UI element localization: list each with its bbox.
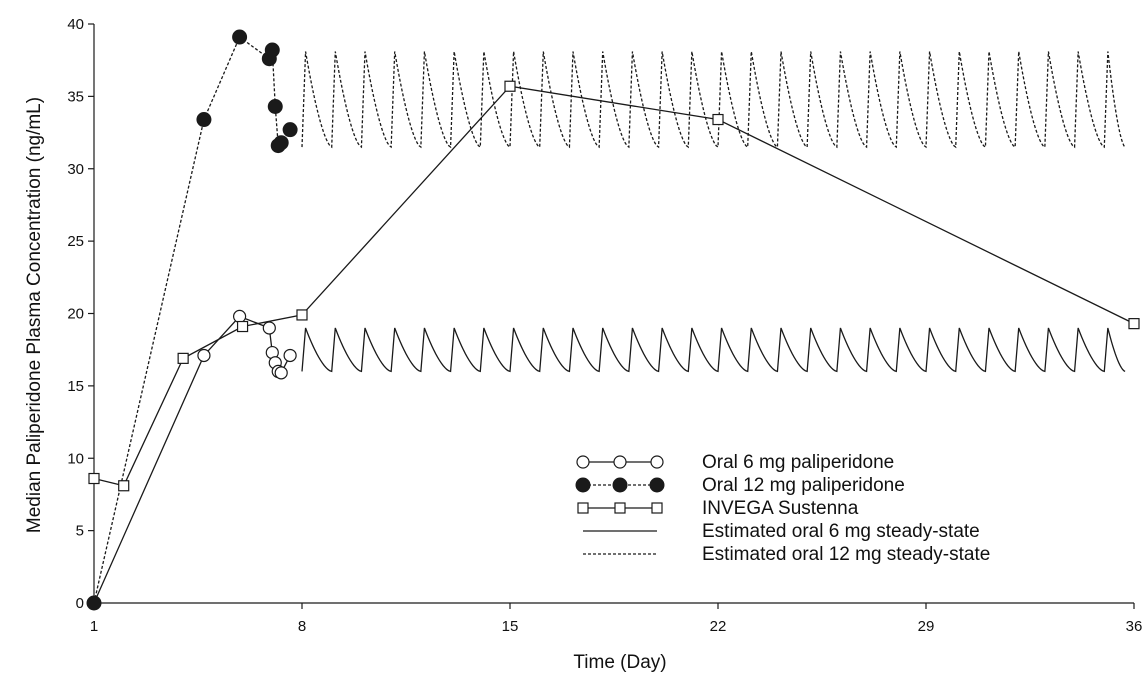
y-tick-label: 40 (67, 16, 84, 33)
y-tick-label: 20 (67, 306, 84, 323)
data-point (504, 80, 516, 92)
legend-marker (614, 502, 626, 514)
x-tick-label: 29 (918, 618, 935, 635)
series-2 (88, 80, 1140, 492)
y-tick-label: 0 (76, 595, 84, 612)
data-point (282, 122, 298, 138)
series-line (301, 327, 1126, 373)
data-point (273, 135, 289, 151)
axes: 0 5 10 15 20 25 30 35 40 1 8 15 22 29 36 (67, 16, 1142, 635)
data-point (233, 309, 247, 323)
x-tick-label: 36 (1126, 618, 1143, 635)
data-point (712, 113, 724, 126)
legend-item: Oral 6 mg paliperidone (576, 452, 894, 473)
legend-marker (650, 455, 664, 469)
data-point (1128, 318, 1140, 330)
data-point (118, 480, 130, 492)
legend-label: Oral 6 mg paliperidone (702, 452, 894, 473)
y-tick-label: 10 (67, 450, 84, 467)
series-4 (301, 51, 1126, 149)
plot-area (86, 29, 1140, 611)
data-point (262, 321, 276, 335)
legend-marker (575, 477, 591, 493)
data-point (232, 29, 248, 45)
data-point (283, 348, 297, 363)
legend-marker (612, 477, 628, 493)
x-tick-label: 1 (90, 618, 98, 635)
series-line (93, 85, 1135, 487)
y-axis-title: Median Paliperidone Plasma Concentration… (24, 97, 45, 533)
data-point (274, 366, 288, 380)
legend-marker (649, 477, 665, 493)
data-point (264, 42, 280, 58)
x-axis-title: Time (Day) (573, 652, 666, 673)
series-line (93, 36, 291, 604)
legend-label: Oral 12 mg paliperidone (702, 475, 905, 496)
legend-marker (651, 502, 663, 514)
x-tick-label: 15 (502, 618, 519, 635)
legend-marker (576, 455, 590, 469)
y-tick-label: 30 (67, 161, 84, 178)
y-tick-label: 5 (76, 523, 84, 540)
data-point (236, 320, 249, 333)
legend-item: Oral 12 mg paliperidone (575, 475, 905, 496)
legend-item: Estimated oral 12 mg steady-state (583, 544, 990, 565)
legend-marker (613, 455, 627, 469)
legend-label: Estimated oral 12 mg steady-state (702, 544, 990, 565)
series-1 (86, 29, 298, 611)
y-tick-label: 35 (67, 88, 84, 105)
legend-marker (577, 502, 589, 514)
data-point (177, 352, 189, 364)
y-tick-label: 25 (67, 233, 84, 250)
y-tick-label: 15 (67, 378, 84, 395)
series-line (301, 51, 1126, 149)
series-3 (301, 327, 1126, 373)
legend-item: INVEGA Sustenna (577, 498, 859, 519)
data-point (296, 309, 308, 321)
legend-item: Estimated oral 6 mg steady-state (583, 521, 980, 542)
x-tick-label: 8 (298, 618, 306, 635)
legend-label: INVEGA Sustenna (702, 498, 859, 519)
data-point (86, 595, 102, 611)
series-0 (87, 309, 297, 610)
series-line (93, 315, 291, 604)
x-tick-label: 22 (710, 618, 727, 635)
data-point (197, 348, 211, 363)
legend-label: Estimated oral 6 mg steady-state (702, 521, 980, 542)
data-point (267, 99, 283, 115)
data-point (196, 112, 212, 128)
data-point (88, 472, 100, 485)
